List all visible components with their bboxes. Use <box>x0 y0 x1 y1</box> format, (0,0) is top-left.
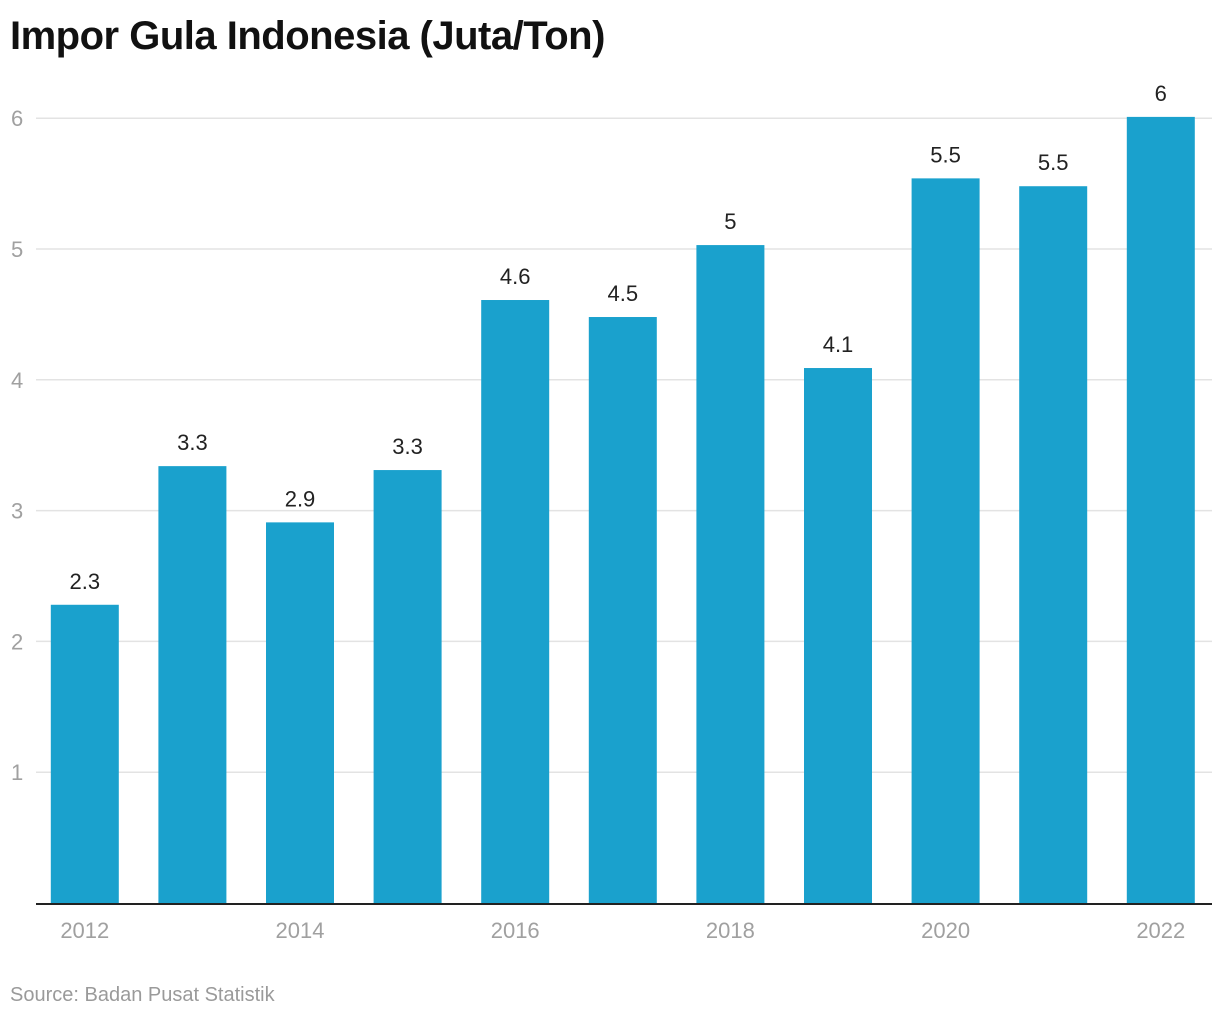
data-label: 2.3 <box>70 569 101 594</box>
bar <box>50 604 119 903</box>
y-tick-label: 3 <box>11 499 23 524</box>
y-tick-label: 5 <box>11 237 23 262</box>
bar <box>373 470 442 903</box>
data-label: 5.5 <box>1038 150 1069 175</box>
data-label: 2.9 <box>285 486 316 511</box>
data-label: 3.3 <box>177 430 208 455</box>
bar <box>696 245 765 904</box>
bar <box>481 300 550 904</box>
data-label: 3.3 <box>392 434 423 459</box>
x-tick-label: 2018 <box>706 918 755 943</box>
bar <box>1126 116 1195 904</box>
data-label: 4.5 <box>608 281 639 306</box>
bar <box>588 317 657 903</box>
bars <box>50 116 1195 904</box>
x-tick-label: 2012 <box>60 918 109 943</box>
y-axis-ticks: 1 2 3 4 5 6 <box>11 106 23 785</box>
x-axis-ticks: 2012 2014 2016 2018 2020 2022 <box>60 918 1185 943</box>
data-label: 4.6 <box>500 264 531 289</box>
y-tick-label: 4 <box>11 368 23 393</box>
x-tick-label: 2020 <box>921 918 970 943</box>
data-label: 6 <box>1155 81 1167 106</box>
chart-source: Source: Badan Pusat Statistik <box>10 984 275 1006</box>
data-label: 4.1 <box>823 332 854 357</box>
x-tick-label: 2014 <box>276 918 325 943</box>
data-label: 5 <box>724 209 736 234</box>
y-tick-label: 2 <box>11 629 23 654</box>
data-label: 5.5 <box>930 142 961 167</box>
chart-title: Impor Gula Indonesia (Juta/Ton) <box>10 14 605 58</box>
y-tick-label: 1 <box>11 760 23 785</box>
data-labels: 2.3 3.3 2.9 3.3 4.6 4.5 5 4.1 5.5 5.5 6 <box>70 81 1167 594</box>
bar <box>804 368 872 903</box>
bar <box>911 178 980 904</box>
y-tick-label: 6 <box>11 106 23 131</box>
bar <box>158 466 227 903</box>
x-tick-label: 2016 <box>491 918 540 943</box>
x-tick-label: 2022 <box>1136 918 1185 943</box>
bar <box>1019 186 1088 903</box>
bar <box>266 522 334 903</box>
